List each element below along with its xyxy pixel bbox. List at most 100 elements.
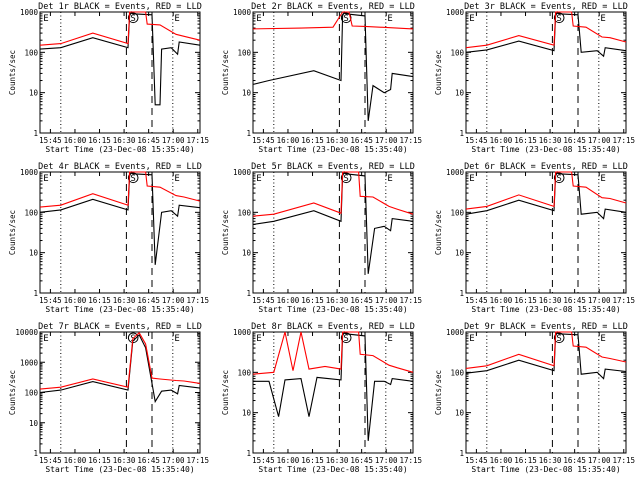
chart-title: Det 9r BLACK = Events, RED = LLD (464, 322, 628, 332)
x-tick-label: 17:15 (612, 296, 635, 305)
plot-frame (465, 171, 627, 294)
x-tick-label: 15:45 (252, 136, 275, 145)
y-tick-label: 100 (450, 48, 464, 57)
y-axis-label: Counts/sec (221, 370, 230, 415)
y-tick-label: 1 (459, 129, 464, 138)
x-tick-label: 17:00 (375, 456, 398, 465)
plot-frame (465, 11, 627, 134)
series-line-events (465, 10, 627, 58)
x-tick-label: 16:00 (490, 136, 513, 145)
y-tick-label: 1 (459, 449, 464, 458)
x-tick-label: 16:45 (350, 136, 373, 145)
event-marker-label: E (174, 14, 179, 24)
x-tick-label: 17:15 (186, 136, 209, 145)
x-tick-label: 17:00 (162, 296, 185, 305)
y-tick-label: 10 (29, 419, 39, 428)
x-axis-label: Start Time (23-Dec-08 15:35:40) (471, 465, 620, 474)
x-tick-label: 17:00 (162, 456, 185, 465)
event-marker-label: S (130, 14, 135, 24)
chart-title: Det 5r BLACK = Events, RED = LLD (251, 162, 415, 172)
x-tick-label: 16:15 (301, 136, 324, 145)
y-tick-label: 10 (455, 89, 465, 98)
x-axis-label: Start Time (23-Dec-08 15:35:40) (471, 305, 620, 314)
y-tick-label: 100 (450, 208, 464, 217)
event-marker-label: E (43, 334, 48, 344)
event-marker-label: E (174, 334, 179, 344)
event-marker-label: E (174, 174, 179, 184)
x-tick-label: 16:30 (326, 296, 349, 305)
plot-frame (465, 331, 627, 454)
y-tick-label: 100 (450, 368, 464, 377)
chart-title: Det 8r BLACK = Events, RED = LLD (251, 322, 415, 332)
series-line-events (39, 10, 201, 106)
chart-panel-2: Det 2r BLACK = Events, RED = LLD 1 10 100 10… (221, 2, 422, 154)
chart-panel-8: Det 8r BLACK = Events, RED = LLD 1 10 100 10… (221, 322, 422, 474)
event-marker-label: E (256, 14, 261, 24)
plot-frame (252, 171, 414, 294)
event-marker-circle (553, 172, 565, 184)
x-tick-label: 17:00 (588, 136, 611, 145)
x-tick-label: 16:30 (539, 296, 562, 305)
y-tick-label: 1 (33, 289, 38, 298)
plot-frame (252, 331, 414, 454)
x-tick-label: 16:15 (514, 296, 537, 305)
chart-panel-1: Det 1r BLACK = Events, RED = LLD 1 10 100 10… (8, 2, 209, 154)
event-marker-label: S (343, 14, 348, 24)
x-tick-label: 17:15 (399, 296, 422, 305)
event-marker-label: S (130, 174, 135, 184)
chart-panel-3: Det 3r BLACK = Events, RED = LLD 1 10 100 10… (434, 2, 635, 154)
x-tick-label: 16:00 (490, 296, 513, 305)
chart-panel-6: Det 6r BLACK = Events, RED = LLD 1 10 100 10… (434, 162, 635, 314)
event-marker-label: E (387, 334, 392, 344)
y-tick-label: 1000 (233, 328, 252, 337)
series-line-events (252, 170, 414, 274)
x-tick-label: 17:00 (375, 296, 398, 305)
x-tick-label: 16:00 (277, 456, 300, 465)
event-marker-label: E (600, 334, 605, 344)
series-line-events (465, 330, 627, 380)
event-marker-label: E (469, 14, 474, 24)
event-marker-circle (553, 12, 565, 24)
plot-frame (39, 171, 201, 294)
x-tick-label: 16:45 (350, 456, 373, 465)
x-tick-label: 17:00 (375, 136, 398, 145)
y-axis-label: Counts/sec (434, 370, 443, 415)
x-tick-label: 17:00 (588, 296, 611, 305)
x-tick-label: 16:45 (563, 456, 586, 465)
series-line-events (253, 330, 414, 441)
y-tick-label: 100 (237, 368, 251, 377)
event-marker-label: E (256, 174, 261, 184)
series-line-lld (465, 171, 627, 210)
x-tick-label: 16:45 (563, 296, 586, 305)
x-tick-label: 17:00 (588, 456, 611, 465)
y-axis-label: Counts/sec (221, 50, 230, 95)
event-marker-label: E (43, 14, 48, 24)
series-line-events (252, 10, 414, 121)
y-tick-label: 10 (29, 89, 39, 98)
chart-panel-9: Det 9r BLACK = Events, RED = LLD 1 10 100 10… (434, 322, 635, 474)
x-tick-label: 16:00 (277, 136, 300, 145)
event-marker-label: S (343, 174, 348, 184)
x-tick-label: 16:15 (88, 296, 111, 305)
x-tick-label: 16:15 (514, 136, 537, 145)
chart-title: Det 7r BLACK = Events, RED = LLD (38, 322, 202, 332)
x-tick-label: 16:15 (88, 456, 111, 465)
x-tick-label: 16:30 (113, 296, 136, 305)
y-tick-label: 10 (455, 249, 465, 258)
event-marker-circle (127, 172, 139, 184)
y-axis-label: Counts/sec (434, 210, 443, 255)
series-line-events (39, 333, 201, 404)
y-tick-label: 1000 (233, 8, 252, 17)
x-tick-label: 16:00 (64, 136, 87, 145)
x-tick-label: 15:45 (39, 456, 62, 465)
y-tick-label: 1000 (20, 168, 39, 177)
x-tick-label: 17:15 (186, 296, 209, 305)
x-tick-label: 16:30 (539, 136, 562, 145)
event-marker-label: E (469, 334, 474, 344)
x-tick-label: 16:00 (490, 456, 513, 465)
x-tick-label: 16:45 (137, 136, 160, 145)
x-tick-label: 16:00 (64, 296, 87, 305)
event-marker-circle (340, 172, 352, 184)
y-tick-label: 100 (24, 48, 38, 57)
event-marker-label: S (556, 174, 561, 184)
